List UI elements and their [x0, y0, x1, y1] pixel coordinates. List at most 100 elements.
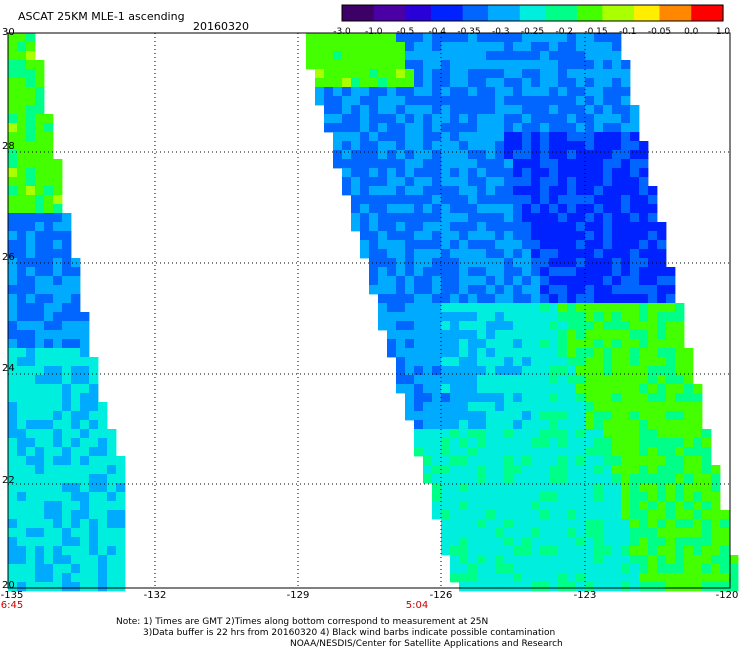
swath-cell	[486, 348, 496, 358]
colorbar-swatch	[424, 5, 432, 21]
swath-cell	[522, 186, 532, 196]
swath-cell	[450, 114, 460, 124]
swath-cell	[116, 582, 126, 592]
swath-cell	[441, 321, 451, 331]
swath-cell	[540, 537, 550, 547]
swath-cell	[468, 465, 478, 475]
swath-cell	[504, 339, 514, 349]
swath-cell	[495, 573, 505, 583]
swath-cell	[459, 420, 469, 430]
swath-cell	[468, 510, 478, 520]
swath-cell	[44, 582, 54, 592]
colorbar-swatch	[672, 5, 680, 21]
swath-cell	[540, 159, 550, 169]
swath-cell	[504, 384, 514, 394]
swath-cell	[576, 339, 586, 349]
swath-cell	[80, 474, 90, 484]
swath-cell	[441, 60, 451, 70]
swath-cell	[432, 366, 442, 376]
swath-cell	[441, 537, 451, 547]
swath-cell	[567, 555, 577, 565]
swath-cell	[468, 447, 478, 457]
swath-cell	[71, 537, 81, 547]
swath-cell	[567, 60, 577, 70]
swath-cell	[89, 546, 99, 556]
swath-cell	[576, 330, 586, 340]
swath-cell	[513, 33, 523, 43]
swath-cell	[558, 429, 568, 439]
swath-cell	[441, 177, 451, 187]
swath-cell	[648, 312, 658, 322]
swath-cell	[549, 501, 559, 511]
swath-cell	[558, 546, 568, 556]
swath-cell	[477, 78, 487, 88]
swath-cell	[369, 276, 379, 286]
swath-cell	[657, 510, 667, 520]
swath-cell	[35, 114, 45, 124]
swath-cell	[657, 492, 667, 502]
swath-cell	[333, 33, 343, 43]
swath-cell	[369, 114, 379, 124]
swath-cell	[441, 348, 451, 358]
swath-cell	[666, 321, 676, 331]
swath-cell	[585, 186, 595, 196]
swath-cell	[576, 546, 586, 556]
swath-cell	[468, 483, 478, 493]
swath-cell	[71, 258, 81, 268]
swath-cell	[35, 357, 45, 367]
swath-cell	[441, 357, 451, 367]
swath-cell	[342, 105, 352, 115]
swath-cell	[621, 564, 631, 574]
swath-cell	[558, 420, 568, 430]
swath-cell	[711, 474, 721, 484]
swath-cell	[432, 375, 442, 385]
swath-cell	[315, 87, 325, 97]
swath-cell	[504, 501, 514, 511]
swath-cell	[342, 87, 352, 97]
swath-cell	[531, 87, 541, 97]
swath-cell	[558, 204, 568, 214]
swath-cell	[468, 573, 478, 583]
swath-cell	[477, 366, 487, 376]
swath-cell	[612, 420, 622, 430]
swath-cell	[35, 150, 45, 160]
swath-cell	[675, 429, 685, 439]
swath-cell	[35, 582, 45, 592]
swath-cell	[459, 501, 469, 511]
swath-cell	[26, 258, 36, 268]
swath-cell	[666, 537, 676, 547]
swath-cell	[486, 357, 496, 367]
colorbar-swatch	[342, 5, 349, 21]
swath-cell	[639, 474, 649, 484]
swath-cell	[71, 321, 81, 331]
swath-cell	[89, 375, 99, 385]
swath-cell	[576, 33, 586, 43]
swath-cell	[8, 312, 18, 322]
swath-cell	[71, 483, 81, 493]
swath-cell	[585, 114, 595, 124]
swath-cell	[396, 339, 406, 349]
colorbar-swatch	[513, 5, 521, 21]
swath-cell	[486, 528, 496, 538]
swath-cell	[603, 159, 613, 169]
swath-cell	[26, 294, 36, 304]
swath-cell	[71, 267, 81, 277]
swath-cell	[8, 69, 18, 79]
swath-cell	[504, 114, 514, 124]
swath-cell	[522, 366, 532, 376]
swath-cell	[612, 96, 622, 106]
swath-cell	[306, 51, 316, 61]
swath-cell	[432, 132, 442, 142]
swath-cell	[576, 42, 586, 52]
swath-cell	[459, 231, 469, 241]
swath-cell	[98, 474, 108, 484]
swath-cell	[567, 249, 577, 259]
swath-cell	[648, 564, 658, 574]
swath-cell	[531, 150, 541, 160]
swath-cell	[468, 51, 478, 61]
swath-cell	[675, 474, 685, 484]
swath-cell	[576, 123, 586, 133]
swath-cell	[351, 114, 361, 124]
swath-cell	[324, 114, 334, 124]
swath-cell	[504, 348, 514, 358]
